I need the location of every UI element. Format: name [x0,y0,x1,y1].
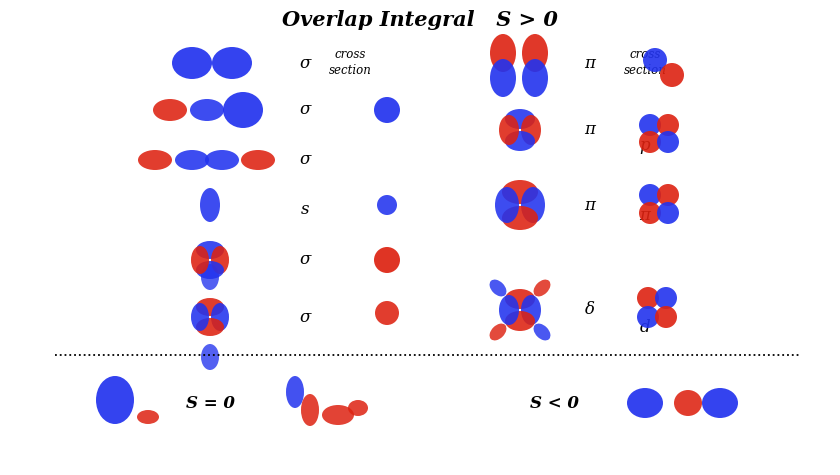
Ellipse shape [533,323,550,341]
Ellipse shape [374,247,400,273]
Ellipse shape [639,131,661,153]
Ellipse shape [505,109,535,129]
Ellipse shape [674,390,702,416]
Ellipse shape [201,264,219,290]
Ellipse shape [191,303,209,331]
Ellipse shape [499,115,519,145]
Ellipse shape [153,99,187,121]
Ellipse shape [377,195,397,215]
Ellipse shape [172,47,212,79]
Ellipse shape [657,184,679,206]
Ellipse shape [322,405,354,425]
Ellipse shape [96,376,134,424]
Text: cross
section: cross section [328,48,371,77]
Ellipse shape [522,34,548,72]
Text: S < 0: S < 0 [531,395,580,411]
Ellipse shape [533,280,550,296]
Ellipse shape [212,47,252,79]
Ellipse shape [196,318,224,336]
Ellipse shape [374,97,400,123]
Ellipse shape [137,410,159,424]
Ellipse shape [639,202,661,224]
Text: σ: σ [299,308,311,325]
Ellipse shape [190,99,224,121]
Ellipse shape [639,184,661,206]
Text: σ: σ [299,152,311,169]
Ellipse shape [348,400,368,416]
Ellipse shape [499,295,519,325]
Ellipse shape [375,301,399,325]
Ellipse shape [643,48,667,72]
Ellipse shape [196,261,224,279]
Ellipse shape [241,150,275,170]
Ellipse shape [505,311,535,331]
Text: δ: δ [585,302,595,319]
Text: S = 0: S = 0 [186,395,234,411]
Ellipse shape [211,246,229,274]
Ellipse shape [490,280,507,296]
Ellipse shape [627,388,663,418]
Text: σ: σ [299,251,311,268]
Ellipse shape [637,306,659,328]
Ellipse shape [660,63,684,87]
Ellipse shape [191,246,209,274]
Ellipse shape [200,188,220,222]
Ellipse shape [502,180,538,204]
Text: π: π [585,122,596,139]
Ellipse shape [522,59,548,97]
Ellipse shape [657,202,679,224]
Ellipse shape [286,376,304,408]
Text: d: d [640,319,650,335]
Ellipse shape [196,241,224,259]
Text: π: π [585,197,596,213]
Ellipse shape [502,206,538,230]
Ellipse shape [521,295,541,325]
Ellipse shape [521,187,545,223]
Text: Overlap Integral   S > 0: Overlap Integral S > 0 [282,10,558,30]
Ellipse shape [201,344,219,370]
Text: σ: σ [299,102,311,118]
Ellipse shape [657,131,679,153]
Ellipse shape [490,59,516,97]
Ellipse shape [175,150,209,170]
Ellipse shape [521,115,541,145]
Text: s: s [301,201,309,219]
Ellipse shape [211,303,229,331]
Ellipse shape [657,114,679,136]
Ellipse shape [637,287,659,309]
Ellipse shape [205,150,239,170]
Ellipse shape [505,289,535,309]
Text: σ: σ [299,55,311,72]
Ellipse shape [655,306,677,328]
Text: cross
section: cross section [623,48,666,77]
Ellipse shape [301,394,319,426]
Ellipse shape [490,323,507,341]
Ellipse shape [495,187,519,223]
Ellipse shape [138,150,172,170]
Ellipse shape [702,388,738,418]
Ellipse shape [196,298,224,316]
Ellipse shape [223,92,263,128]
Ellipse shape [655,287,677,309]
Ellipse shape [639,114,661,136]
Text: π: π [585,55,596,72]
Ellipse shape [490,34,516,72]
Ellipse shape [505,131,535,151]
Text: π: π [639,207,650,224]
Text: p: p [640,136,650,153]
